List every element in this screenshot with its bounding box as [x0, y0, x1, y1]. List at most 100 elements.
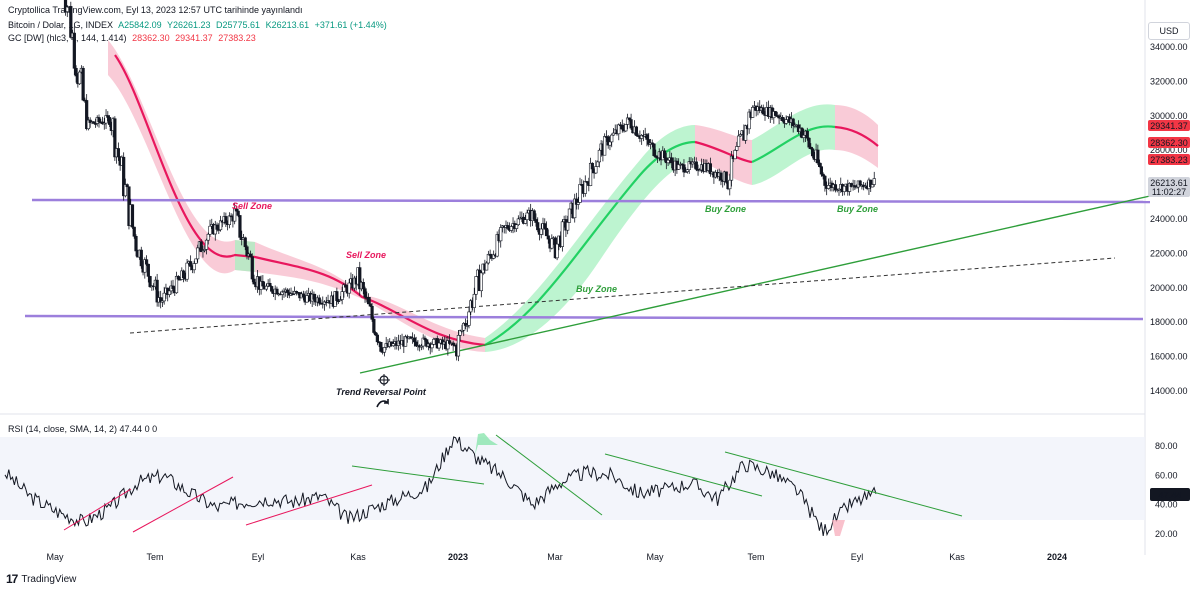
candle-body — [555, 243, 559, 259]
candle-body — [104, 115, 108, 124]
candle-body — [250, 256, 254, 280]
candle-body — [102, 122, 106, 125]
candle-body — [694, 161, 698, 170]
rsi-label: RSI (14, close, SMA, 14, 2) 47.44 0 0 — [8, 424, 158, 434]
candle-body — [670, 157, 674, 164]
candle-body — [818, 162, 822, 167]
candle-body — [275, 288, 279, 295]
candle-body — [736, 135, 741, 147]
candle-body — [492, 254, 496, 259]
sell-zone-label-2: Sell Zone — [346, 250, 386, 260]
ohlc-open: A25842.09 — [118, 20, 162, 30]
candle-body — [374, 332, 378, 336]
candle-body — [123, 184, 128, 197]
candle-body — [125, 184, 129, 188]
rsi-trendline-up-2 — [132, 476, 234, 533]
time-axis: May Tem Eyl Kas 2023 Mar May Tem Eyl Kas 2024 — [46, 552, 1067, 562]
candle-body — [291, 293, 295, 295]
candle-body — [654, 155, 658, 158]
rsi-badge-value: 47.44 — [1159, 490, 1182, 500]
countdown-timer: 11:02:27 — [1152, 187, 1186, 197]
candle-body — [662, 150, 667, 159]
rising-trendline — [359, 195, 1151, 374]
candle-body — [596, 161, 600, 167]
candle-body — [201, 250, 205, 253]
candle-body — [159, 297, 163, 303]
gc-center-line — [114, 54, 486, 347]
candle-body — [261, 281, 265, 287]
candle-body — [523, 219, 527, 224]
candle-body — [155, 279, 159, 303]
candle-body — [719, 172, 723, 181]
candle-body — [463, 323, 468, 326]
candle-body — [567, 208, 572, 223]
candle-body — [143, 259, 147, 273]
candle-body — [194, 258, 198, 264]
candle-body — [432, 338, 436, 345]
candle-body — [606, 136, 610, 146]
candle-body — [301, 293, 305, 297]
candle-body — [853, 185, 857, 188]
candle-body — [305, 295, 309, 303]
candle-body — [174, 275, 179, 294]
candle-body — [735, 146, 739, 151]
candle-body — [206, 233, 210, 241]
candle-body — [181, 270, 186, 279]
price-tick-label: 16000.00 — [1150, 352, 1188, 362]
candle-body — [97, 117, 101, 123]
symbol-name: Bitcoin / Dolar, 1G, INDEX — [8, 20, 114, 30]
candle-body — [370, 305, 374, 320]
candle-body — [474, 276, 478, 295]
price-badge-value: 29341.37 — [1150, 121, 1188, 131]
candle-body — [451, 342, 455, 346]
candle-body — [525, 212, 529, 220]
candle-body — [666, 159, 670, 164]
candle-body — [802, 134, 806, 138]
price-tick-label: 24000.00 — [1150, 214, 1188, 224]
candle-body — [781, 117, 785, 122]
candle-body — [403, 336, 408, 347]
indicator-v3: 27383.23 — [218, 33, 256, 43]
tv-logo-icon: 17 — [6, 572, 18, 586]
candle-body — [372, 319, 376, 333]
price-badge-value: 28362.30 — [1150, 138, 1188, 148]
candle-body — [620, 124, 624, 130]
candle-body — [347, 282, 351, 294]
time-tick-label: Eyl — [851, 552, 864, 562]
candle-body — [472, 293, 476, 308]
curved-arrow-icon — [376, 399, 389, 408]
currency-button[interactable]: USD — [1148, 22, 1190, 40]
candle-body — [430, 344, 434, 349]
candle-body — [729, 155, 734, 181]
candle-body — [92, 121, 96, 124]
candle-body — [576, 202, 580, 205]
candle-body — [847, 183, 852, 192]
candle-body — [391, 343, 395, 347]
rsi-trendline-up-1 — [63, 488, 132, 531]
candle-body — [363, 288, 367, 298]
candle-body — [382, 347, 387, 353]
candle-body — [543, 223, 547, 229]
candle-body — [65, 6, 69, 12]
candle-body — [870, 184, 875, 188]
candle-body — [611, 132, 616, 136]
candle-body — [625, 117, 630, 125]
candle-body — [728, 179, 732, 190]
candle-body — [425, 339, 429, 347]
candle-body — [594, 166, 598, 174]
candle-body — [724, 171, 728, 183]
candle-body — [467, 311, 471, 326]
candle-body — [176, 275, 180, 280]
candle-body — [573, 198, 577, 219]
candle-body — [821, 173, 825, 177]
tradingview-logo[interactable]: 17 TradingView — [6, 572, 76, 586]
rsi-trendline-down-4 — [724, 451, 963, 517]
candle-body — [744, 125, 748, 141]
candle-body — [208, 225, 212, 235]
candle-body — [810, 148, 815, 157]
candle-body — [379, 342, 383, 352]
candle-body — [366, 297, 371, 305]
candle-body — [539, 228, 543, 235]
candle-body — [456, 335, 461, 357]
